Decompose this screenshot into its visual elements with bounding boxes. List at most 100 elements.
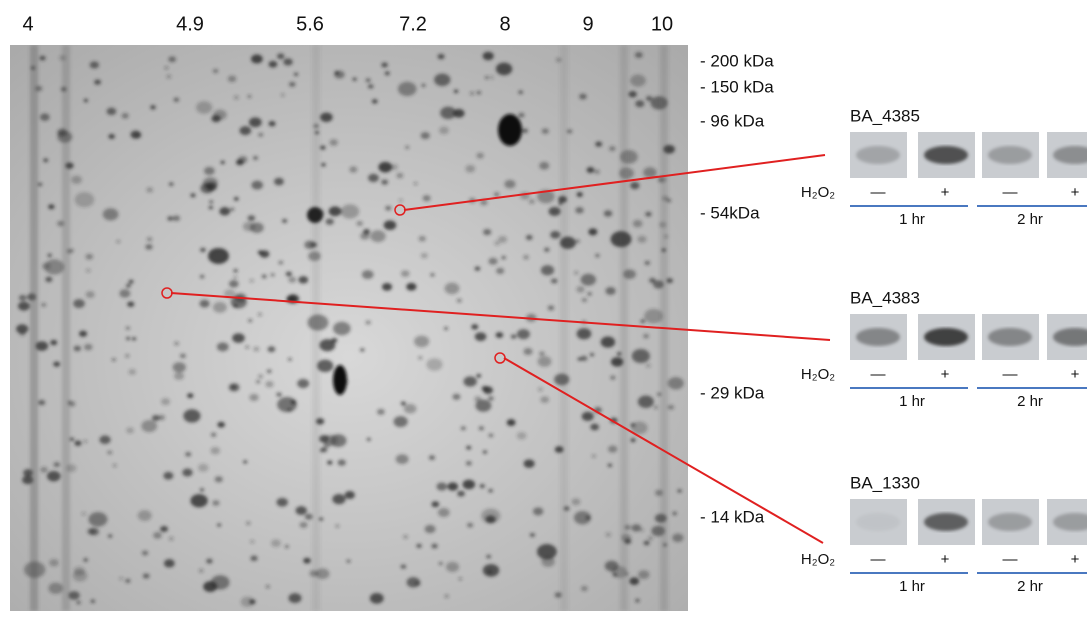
spot <box>523 347 533 355</box>
spot <box>83 439 88 444</box>
spot <box>242 221 255 232</box>
spot <box>506 419 516 426</box>
spot <box>266 369 272 374</box>
spot <box>207 247 229 265</box>
spot <box>539 161 550 170</box>
spot <box>73 299 85 309</box>
spot <box>402 534 409 539</box>
blot-band <box>856 513 900 531</box>
spot <box>39 55 46 61</box>
spot <box>485 515 496 524</box>
spot <box>216 342 229 352</box>
spot <box>168 536 174 541</box>
spot <box>327 460 333 465</box>
spot <box>185 452 192 457</box>
spot <box>18 294 27 301</box>
spot <box>276 497 288 507</box>
spot <box>478 426 484 431</box>
spot <box>349 166 358 173</box>
spot <box>469 91 475 96</box>
spot <box>182 468 193 477</box>
spot <box>233 197 239 201</box>
spot <box>172 215 181 222</box>
spot <box>421 83 426 87</box>
spot <box>38 399 46 406</box>
pi-label: 9 <box>582 13 593 35</box>
spot <box>253 346 260 352</box>
spot <box>496 267 505 275</box>
spot <box>465 164 476 173</box>
spot <box>239 126 252 136</box>
spot <box>173 97 180 102</box>
spot <box>172 362 186 373</box>
spot <box>607 463 613 467</box>
spot <box>270 273 275 277</box>
spot <box>440 106 457 120</box>
spot <box>141 420 158 433</box>
spot <box>576 328 592 340</box>
spot <box>628 90 637 98</box>
spot <box>43 158 49 163</box>
spot <box>89 61 100 69</box>
spot <box>346 559 351 563</box>
spot <box>50 339 58 346</box>
spot <box>370 230 386 243</box>
spot <box>487 396 494 401</box>
spot <box>385 205 392 211</box>
sign-label: — <box>871 366 886 383</box>
spot <box>453 89 459 93</box>
spot <box>319 339 336 352</box>
spot <box>352 77 357 81</box>
spot <box>238 156 248 164</box>
spot <box>212 301 227 313</box>
spot <box>576 192 583 197</box>
spot <box>208 205 214 210</box>
spot <box>414 335 430 348</box>
spot <box>495 62 513 76</box>
spot <box>268 60 278 68</box>
streak <box>560 45 568 611</box>
spot <box>494 192 500 197</box>
pi-label: 4.9 <box>176 13 204 35</box>
spot <box>609 146 616 152</box>
spot <box>460 426 466 431</box>
spot <box>168 56 177 63</box>
spot <box>276 392 282 397</box>
spot <box>205 182 218 191</box>
spot <box>232 333 245 343</box>
sign-label: + <box>1071 184 1080 201</box>
spot <box>366 437 371 441</box>
mw-label: - 54kDa <box>700 203 760 222</box>
spot <box>581 411 594 421</box>
spot <box>383 220 397 231</box>
spot <box>337 459 346 466</box>
spot <box>390 164 398 171</box>
spot <box>482 564 500 577</box>
mw-label: - 200 kDa <box>700 51 774 70</box>
spot <box>447 482 459 491</box>
spot <box>252 156 259 161</box>
spot <box>381 283 393 291</box>
spot <box>323 442 331 449</box>
spot <box>249 279 254 283</box>
spot <box>164 66 169 70</box>
spot <box>17 301 30 311</box>
spot <box>525 234 533 241</box>
spot <box>111 358 116 362</box>
spot <box>629 74 646 87</box>
mw-label: - 150 kDa <box>700 77 774 96</box>
spot <box>365 78 371 83</box>
sign-label: + <box>941 184 950 201</box>
spot <box>16 324 29 334</box>
spot <box>47 253 52 257</box>
spot <box>328 206 342 217</box>
spot <box>233 95 239 100</box>
spot <box>367 84 374 89</box>
spot <box>251 180 263 190</box>
spot <box>69 437 75 442</box>
spot <box>284 544 289 549</box>
spot <box>258 132 264 137</box>
spot <box>431 543 438 549</box>
spot <box>369 592 384 604</box>
spot <box>550 278 558 284</box>
